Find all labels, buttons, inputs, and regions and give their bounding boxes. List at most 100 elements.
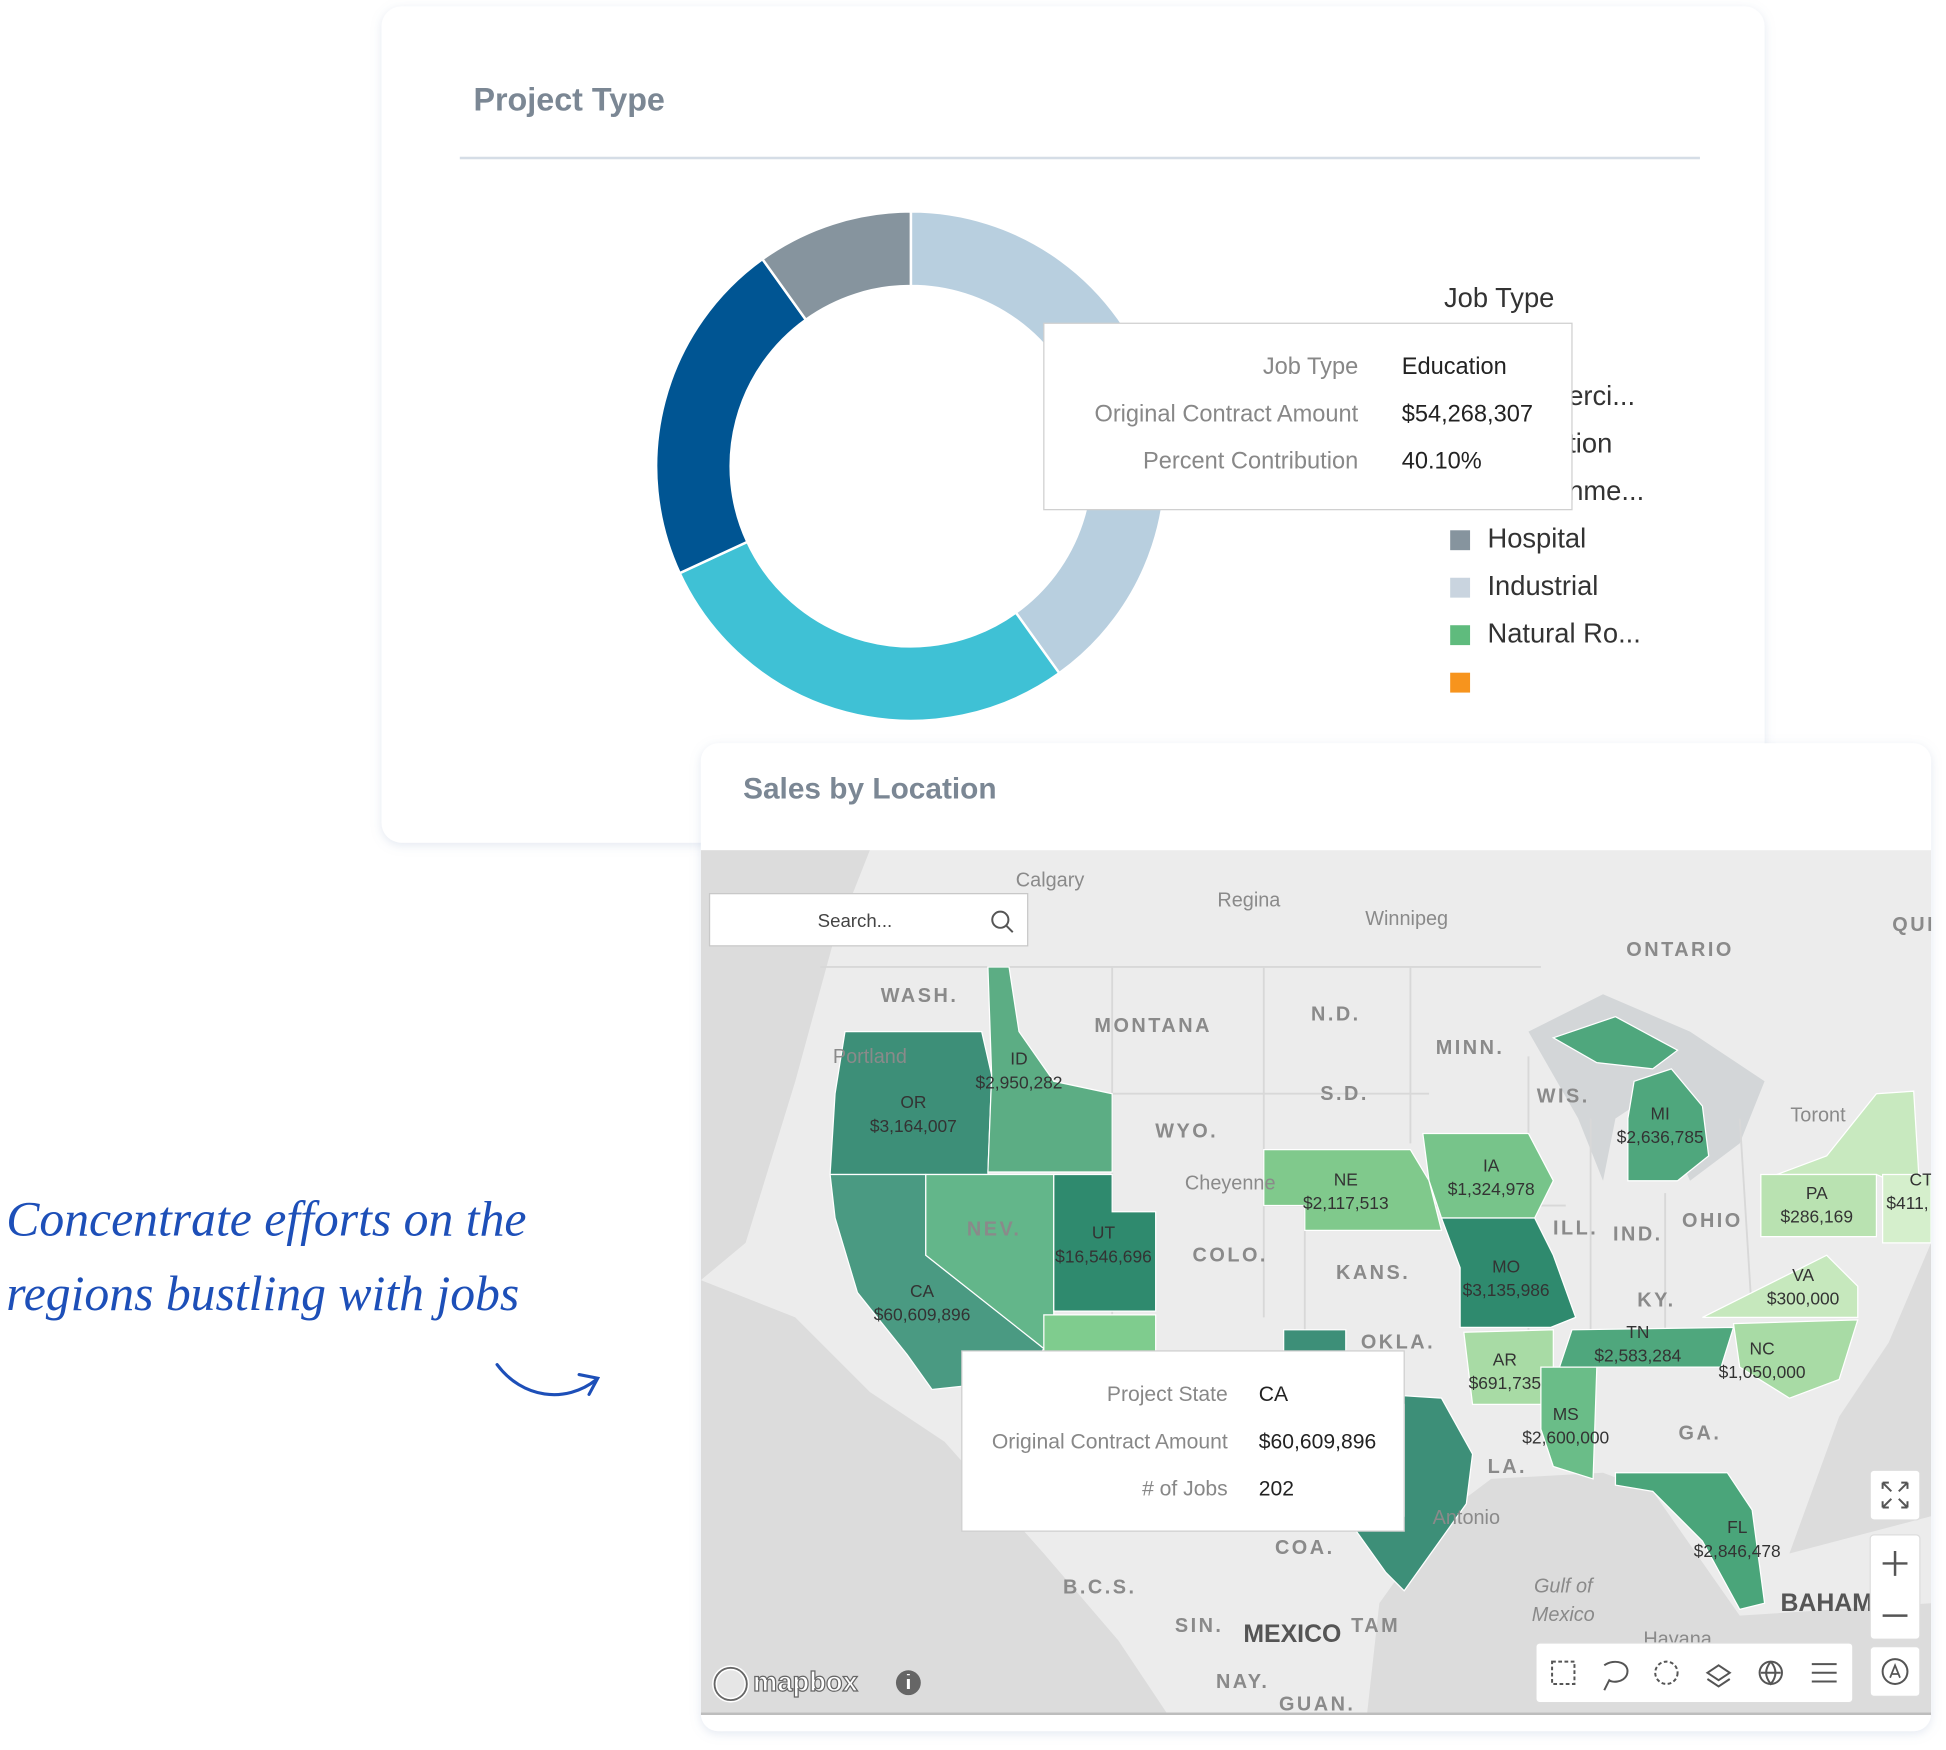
zoom-control bbox=[1869, 1534, 1921, 1640]
tooltip-box bbox=[961, 1350, 1405, 1532]
place-label: WASH. bbox=[881, 985, 959, 1007]
state-code: AR bbox=[1493, 1349, 1517, 1369]
place-label: MONTANA bbox=[1094, 1015, 1212, 1037]
compass-button[interactable] bbox=[1869, 1646, 1921, 1698]
donut-segment bbox=[678, 540, 1062, 723]
place-label: B.C.S. bbox=[1063, 1577, 1136, 1599]
place-label: WIS. bbox=[1537, 1086, 1590, 1108]
ocean bbox=[700, 1280, 1169, 1716]
tooltip-label: Project State bbox=[1107, 1383, 1228, 1406]
tooltip: Project State CA Original Contract Amount $… bbox=[961, 1350, 1405, 1532]
state-region bbox=[1732, 1319, 1859, 1399]
place-label: Toront bbox=[1790, 1104, 1846, 1126]
draw-toolbar bbox=[1535, 1642, 1854, 1704]
place-label: NEV. bbox=[967, 1219, 1022, 1241]
card-title: Sales by Location bbox=[743, 772, 996, 805]
state-labels: OR $3,164,007 ID $2,950,282 CA $60,609,896 UT $… bbox=[870, 1049, 1931, 1561]
state-code: OR bbox=[900, 1092, 926, 1112]
mapbox-wordmark: mapbox bbox=[753, 1666, 858, 1697]
legend-label: Industrial bbox=[1487, 570, 1598, 601]
state-code: ID bbox=[1010, 1049, 1027, 1069]
place-label: ILL. bbox=[1553, 1217, 1598, 1239]
state-amount: $411, bbox=[1886, 1193, 1928, 1213]
tooltip-label: Percent Contribution bbox=[1143, 449, 1358, 475]
tooltip-value: 40.10% bbox=[1402, 449, 1482, 475]
tooltip: Job Type Original Contract Amount Percent … bbox=[1043, 322, 1573, 511]
legend-swatch bbox=[1450, 625, 1471, 646]
map-footer bbox=[700, 1712, 1932, 1716]
place-label: Gulf of bbox=[1534, 1575, 1595, 1597]
state-code: MO bbox=[1492, 1256, 1520, 1276]
state-code: NE bbox=[1334, 1169, 1358, 1189]
state-code: VA bbox=[1792, 1265, 1814, 1285]
place-label: Cheyenne bbox=[1185, 1173, 1276, 1195]
card-title: Project Type bbox=[473, 82, 664, 118]
state-code: NC bbox=[1750, 1338, 1775, 1358]
legend: erci... tion nme... Hospital Industrial Natur… bbox=[1450, 380, 1644, 693]
place-label: COLO. bbox=[1193, 1245, 1268, 1267]
legend-swatch bbox=[1450, 530, 1471, 551]
state-region bbox=[1053, 1173, 1157, 1312]
place-label: QUI bbox=[1892, 914, 1935, 936]
state-amount: $1,050,000 bbox=[1719, 1362, 1806, 1382]
state-region bbox=[1627, 1068, 1710, 1182]
tooltip-value: $54,268,307 bbox=[1402, 401, 1533, 427]
compass-icon bbox=[1881, 1658, 1909, 1685]
place-labels: Calgary Regina Winnipeg ONTARIO QUI WASH. MONT… bbox=[833, 869, 1935, 1715]
map: Calgary Regina Winnipeg ONTARIO QUI WASH. MONT… bbox=[700, 850, 1935, 1716]
search-box[interactable] bbox=[708, 893, 1029, 947]
layers[interactable] bbox=[1705, 1664, 1732, 1688]
annotation-text: Concentrate efforts on the bbox=[6, 1192, 526, 1247]
place-label: KY. bbox=[1637, 1289, 1675, 1311]
state-region bbox=[1760, 1173, 1878, 1238]
tooltip-value: Education bbox=[1402, 354, 1507, 380]
state-region bbox=[1422, 1132, 1555, 1219]
annotation: Concentrate efforts on the regions bustli… bbox=[6, 1192, 526, 1322]
state-amount: $16,546,696 bbox=[1055, 1246, 1152, 1266]
state-region bbox=[1551, 1015, 1679, 1070]
tooltip-label: # of Jobs bbox=[1142, 1478, 1228, 1501]
legend-label: tion bbox=[1568, 428, 1612, 459]
place-label: IND. bbox=[1613, 1224, 1663, 1246]
state-region bbox=[987, 966, 1113, 1173]
state-amount: $60,609,896 bbox=[874, 1305, 971, 1325]
state-amount: $2,846,478 bbox=[1694, 1541, 1781, 1561]
place-label: Winnipeg bbox=[1365, 908, 1448, 930]
state-code: CA bbox=[910, 1281, 935, 1301]
rect-select[interactable] bbox=[1551, 1660, 1576, 1685]
search-icon[interactable] bbox=[991, 910, 1014, 933]
place-label: S.D. bbox=[1320, 1083, 1369, 1105]
place-label: WYO. bbox=[1155, 1120, 1218, 1142]
legend-title: Job Type bbox=[1444, 282, 1554, 313]
state-code: IA bbox=[1483, 1156, 1500, 1176]
place-label: Mexico bbox=[1532, 1604, 1595, 1626]
legend-swatch bbox=[1450, 577, 1471, 598]
lasso-select[interactable] bbox=[1603, 1660, 1629, 1691]
fullscreen-button[interactable] bbox=[1869, 1469, 1921, 1521]
state-region bbox=[1043, 1314, 1157, 1356]
zoom-in[interactable] bbox=[1882, 1551, 1908, 1576]
legend-label: Hospital bbox=[1487, 522, 1586, 553]
state-amount: $691,735 bbox=[1469, 1373, 1541, 1393]
search-placeholder: Search... bbox=[818, 910, 893, 931]
place-label: BAHAM bbox=[1780, 1590, 1872, 1617]
tooltip-box bbox=[1043, 322, 1573, 511]
state-code: MI bbox=[1651, 1103, 1670, 1123]
legend-swatch bbox=[1450, 672, 1471, 693]
mapbox-logo bbox=[713, 1666, 748, 1702]
place-label: SIN. bbox=[1175, 1615, 1224, 1637]
state-code: FL bbox=[1727, 1517, 1748, 1537]
state-region bbox=[1702, 1254, 1859, 1319]
state-code: MS bbox=[1553, 1404, 1579, 1424]
state-amount: $2,950,282 bbox=[975, 1072, 1062, 1092]
state-region bbox=[1882, 1173, 1932, 1244]
tooltip-value: CA bbox=[1259, 1383, 1289, 1406]
settings[interactable] bbox=[1811, 1663, 1837, 1683]
legend-label: nme... bbox=[1568, 475, 1644, 506]
place-label: Portland bbox=[833, 1046, 907, 1068]
circle-select[interactable] bbox=[1654, 1660, 1679, 1685]
state-amount: $3,135,986 bbox=[1463, 1280, 1550, 1300]
state-amount: $2,583,284 bbox=[1594, 1346, 1681, 1366]
